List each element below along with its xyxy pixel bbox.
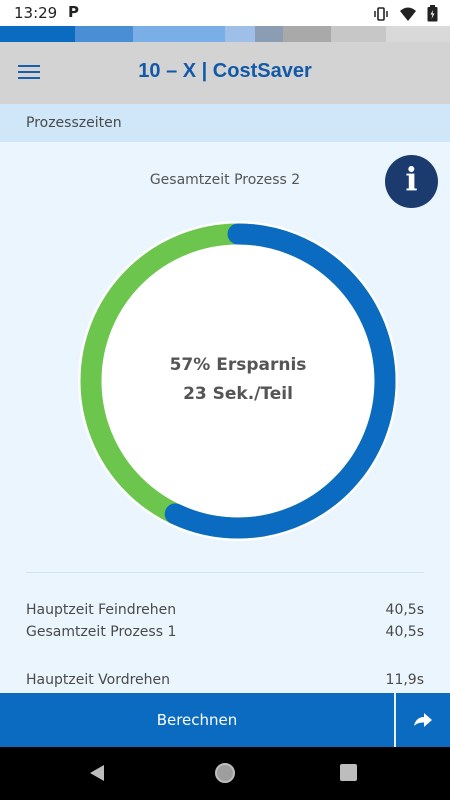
color-strip-segment bbox=[133, 26, 225, 42]
color-strip-segment bbox=[386, 26, 450, 42]
color-strip-segment bbox=[331, 26, 386, 42]
battery-icon bbox=[427, 5, 438, 22]
section-header: Prozesszeiten bbox=[0, 104, 450, 142]
recent-apps-square-icon[interactable] bbox=[340, 764, 357, 781]
gauge-ring-savings bbox=[80, 223, 396, 539]
back-triangle-icon[interactable] bbox=[88, 763, 106, 783]
home-circle-icon[interactable] bbox=[215, 763, 235, 783]
app-bar: 10 – X | CostSaver bbox=[0, 42, 450, 104]
divider bbox=[26, 572, 424, 573]
gauge-title: Gesamtzeit Prozess 2 bbox=[149, 172, 301, 188]
row-value: 40,5s bbox=[385, 602, 424, 618]
row-label: Hauptzeit Vordrehen bbox=[26, 672, 171, 688]
color-strip-segment bbox=[75, 26, 133, 42]
parking-p-icon: P bbox=[68, 3, 79, 21]
savings-text: 57% Ersparnis bbox=[169, 355, 307, 375]
row-label: Gesamtzeit Prozess 1 bbox=[26, 624, 177, 640]
row-label: Hauptzeit Feindrehen bbox=[26, 602, 177, 618]
share-arrow-icon[interactable] bbox=[396, 693, 450, 747]
section-title: Prozesszeiten bbox=[26, 115, 122, 131]
app-title: 10 – X | CostSaver bbox=[138, 60, 312, 82]
info-glyph: i bbox=[405, 160, 418, 198]
color-strip-segment bbox=[0, 26, 75, 42]
wifi-icon bbox=[400, 7, 416, 21]
info-icon[interactable]: i bbox=[385, 155, 438, 208]
gauge-background bbox=[78, 221, 398, 541]
status-bar: 13:29 P bbox=[0, 0, 450, 26]
row-value: 11,9s bbox=[385, 672, 424, 688]
color-strip-segment bbox=[283, 26, 331, 42]
color-strip-segment bbox=[225, 26, 255, 42]
hamburger-menu-icon[interactable] bbox=[16, 61, 42, 85]
system-icons bbox=[373, 5, 438, 22]
color-strip-segment bbox=[255, 26, 283, 42]
color-strip bbox=[0, 26, 450, 42]
time-per-part-text: 23 Sek./Teil bbox=[183, 384, 293, 404]
system-nav-bar bbox=[0, 747, 450, 800]
status-time: 13:29 bbox=[14, 4, 58, 22]
row-value: 40,5s bbox=[385, 624, 424, 640]
result-row: Hauptzeit Vordrehen 11,9s bbox=[26, 672, 424, 692]
bottom-action-bar: Berechnen bbox=[0, 693, 450, 747]
calculate-button[interactable]: Berechnen bbox=[156, 711, 238, 729]
action-separator bbox=[394, 693, 396, 747]
savings-donut-chart bbox=[78, 221, 398, 541]
result-row: Hauptzeit Feindrehen 40,5s bbox=[26, 602, 424, 622]
result-row: Gesamtzeit Prozess 1 40,5s bbox=[26, 624, 424, 644]
vibrate-icon bbox=[374, 6, 388, 21]
gauge-center-text: 57% Ersparnis 23 Sek./Teil bbox=[75, 355, 401, 413]
